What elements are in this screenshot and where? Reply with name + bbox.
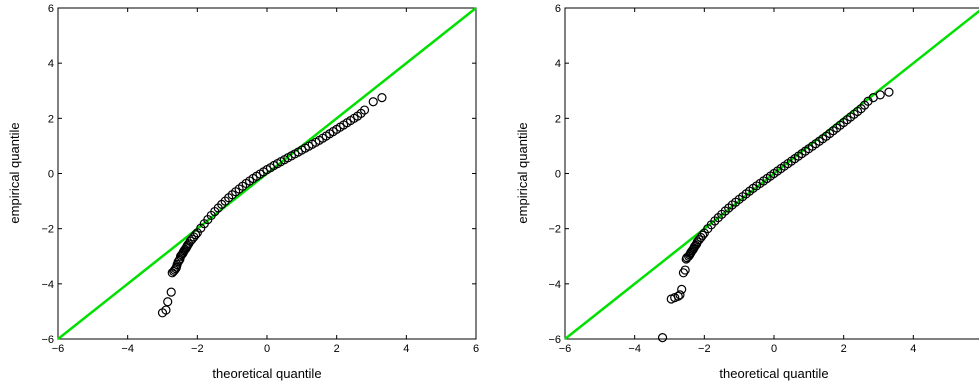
data-point [689,241,700,252]
data-point [677,284,687,294]
y-tick-label: 0 [48,169,54,181]
x-tick-label: 4 [403,343,409,355]
data-point [678,268,689,278]
x-tick-label: −4 [628,343,641,355]
data-point [697,230,708,240]
x-tick-label: −2 [698,343,711,355]
y-tick-label: −4 [41,279,54,291]
x-axis-label: theoretical quantile [719,366,828,381]
y-tick-label: −6 [548,334,561,346]
data-point [377,93,387,103]
x-tick-label: 2 [334,343,340,355]
x-axis-label: theoretical quantile [212,366,321,381]
y-axis-label: empirical quantile [515,122,530,223]
axis-ticks: −6 −4 −2 0 2 4 6 −6 −4 −2 0 2 4 6 [41,3,479,355]
x-tick-label: 2 [841,343,847,355]
y-tick-label: −2 [41,224,54,236]
y-tick-label: 4 [48,58,54,70]
data-point [161,305,171,315]
x-tick-label: −4 [121,343,134,355]
data-point [884,87,894,97]
x-tick-label: 0 [264,343,270,355]
y-tick-label: 2 [48,113,54,125]
x-tick-label: 4 [910,343,916,355]
y-tick-label: 6 [555,3,561,15]
data-point [170,265,180,275]
x-tick-label: 6 [473,343,479,355]
x-tick-label: −6 [559,343,572,355]
y-tick-label: −2 [548,224,561,236]
y-tick-label: 0 [555,169,561,181]
data-point [190,230,201,240]
y-tick-label: −6 [41,334,54,346]
y-tick-label: 4 [555,58,561,70]
y-tick-label: −4 [548,279,561,291]
x-tick-label: −2 [191,343,204,355]
data-point [166,287,176,297]
data-point [368,97,378,107]
data-points [157,93,387,318]
data-point [163,297,173,307]
y-axis-label: empirical quantile [7,122,22,223]
data-point [657,333,668,343]
data-points [657,87,894,343]
y-tick-label: 2 [555,113,561,125]
data-point [875,90,885,100]
x-tick-label: 0 [771,343,777,355]
x-tick-label: −6 [52,343,65,355]
data-point [675,290,685,300]
data-point [359,105,370,115]
y-tick-label: 6 [48,3,54,15]
qq-plot-left: −6 −4 −2 0 2 4 6 −6 −4 −2 0 2 4 6 theoretical quantil… [7,3,479,381]
data-point [680,265,690,275]
